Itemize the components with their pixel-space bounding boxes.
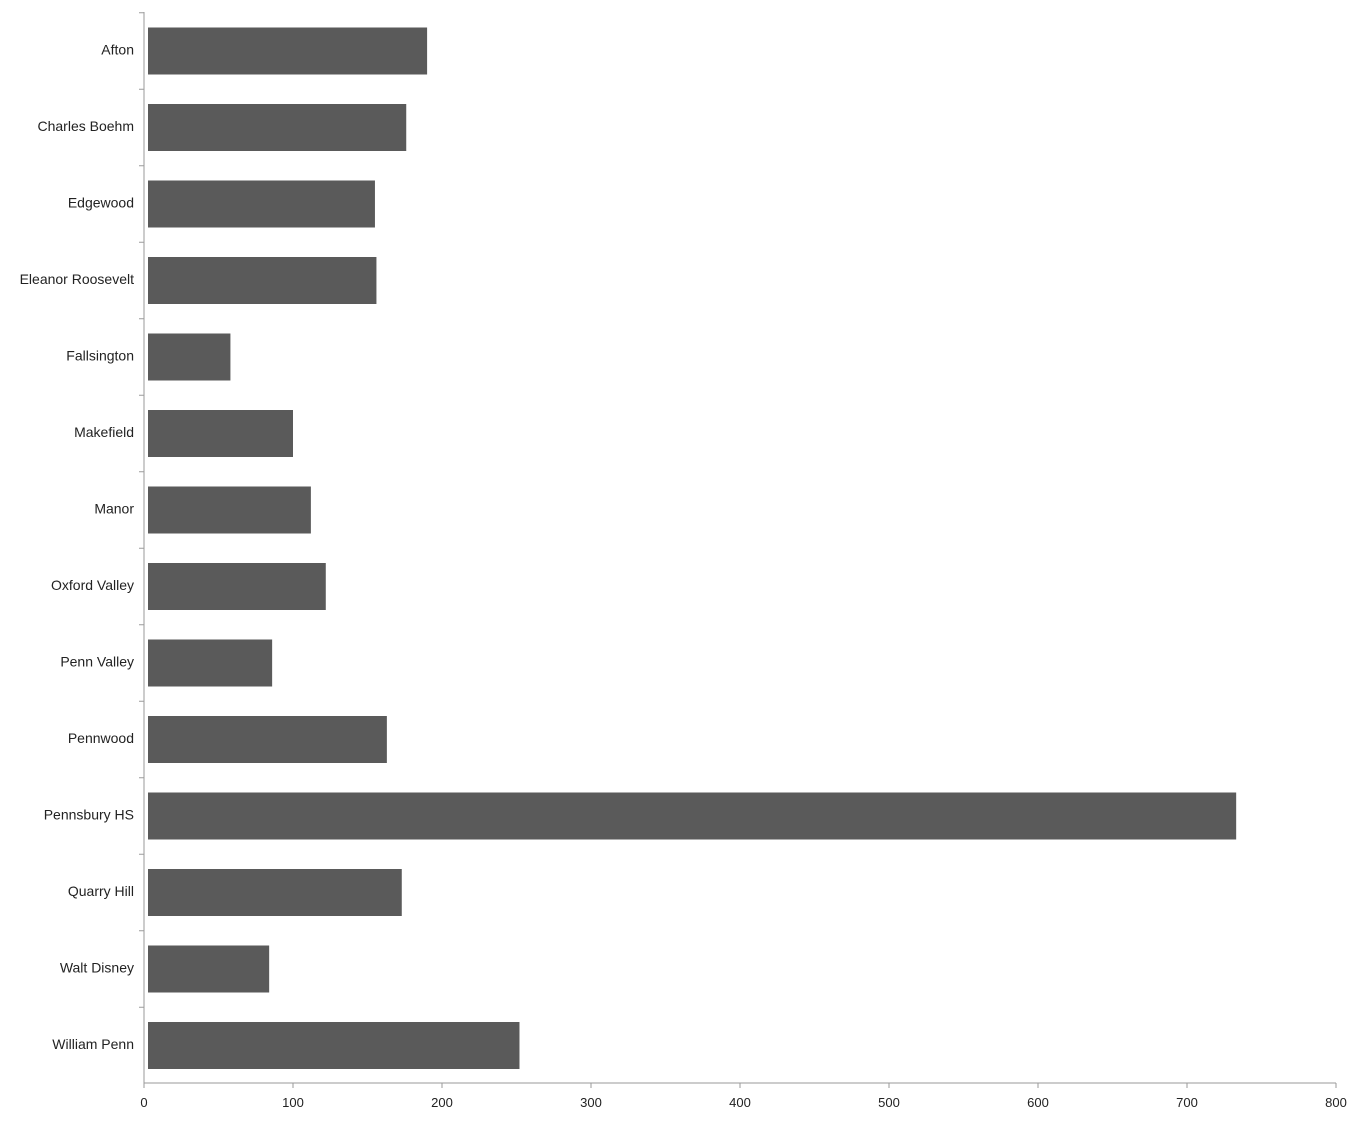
bar-william-penn bbox=[148, 1022, 520, 1069]
bar-walt-disney bbox=[148, 945, 270, 993]
x-tick-label: 200 bbox=[431, 1095, 453, 1110]
category-label: Penn Valley bbox=[60, 654, 134, 670]
bar-oxford-valley bbox=[148, 563, 326, 610]
bar-pennwood bbox=[148, 716, 387, 763]
bar-pennsbury-hs bbox=[148, 792, 1237, 840]
category-label: Edgewood bbox=[68, 195, 134, 211]
bar-quarry-hill bbox=[148, 869, 402, 916]
bar-eleanor-roosevelt bbox=[148, 257, 377, 304]
category-label: Oxford Valley bbox=[51, 577, 134, 593]
category-label: Afton bbox=[101, 42, 134, 58]
category-label: Walt Disney bbox=[60, 960, 134, 976]
category-label: William Penn bbox=[52, 1036, 134, 1052]
category-label: Eleanor Roosevelt bbox=[20, 271, 135, 287]
x-tick-label: 800 bbox=[1325, 1095, 1347, 1110]
x-axis-ticks: 0 100 200 300 400 500 600 700 800 bbox=[139, 12, 1347, 1110]
x-tick-label: 700 bbox=[1176, 1095, 1198, 1110]
x-tick-label: 0 bbox=[140, 1095, 147, 1110]
category-label: Pennsbury HS bbox=[44, 807, 134, 823]
category-label: Quarry Hill bbox=[68, 883, 134, 899]
bar-makefield bbox=[148, 410, 293, 457]
category-label: Pennwood bbox=[68, 730, 134, 746]
x-tick-label: 300 bbox=[580, 1095, 602, 1110]
x-tick-label: 400 bbox=[729, 1095, 751, 1110]
category-label: Manor bbox=[94, 501, 134, 517]
x-tick-label: 600 bbox=[1027, 1095, 1049, 1110]
x-tick-label: 500 bbox=[878, 1095, 900, 1110]
x-tick-label: 100 bbox=[282, 1095, 304, 1110]
bar-fallsington bbox=[148, 333, 231, 381]
bar-charles-boehm bbox=[148, 104, 407, 151]
bars-group bbox=[148, 27, 1237, 1069]
bar-afton bbox=[148, 27, 428, 75]
bar-penn-valley bbox=[148, 639, 273, 687]
bar-edgewood bbox=[148, 180, 375, 228]
category-label: Charles Boehm bbox=[38, 118, 135, 134]
category-label: Makefield bbox=[74, 424, 134, 440]
bar-manor bbox=[148, 486, 311, 534]
category-labels: Afton Charles Boehm Edgewood Eleanor Roosev… bbox=[20, 42, 135, 1053]
category-label: Fallsington bbox=[66, 348, 134, 364]
